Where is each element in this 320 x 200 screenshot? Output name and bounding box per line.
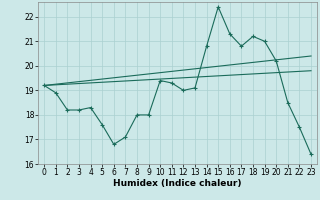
X-axis label: Humidex (Indice chaleur): Humidex (Indice chaleur)	[113, 179, 242, 188]
